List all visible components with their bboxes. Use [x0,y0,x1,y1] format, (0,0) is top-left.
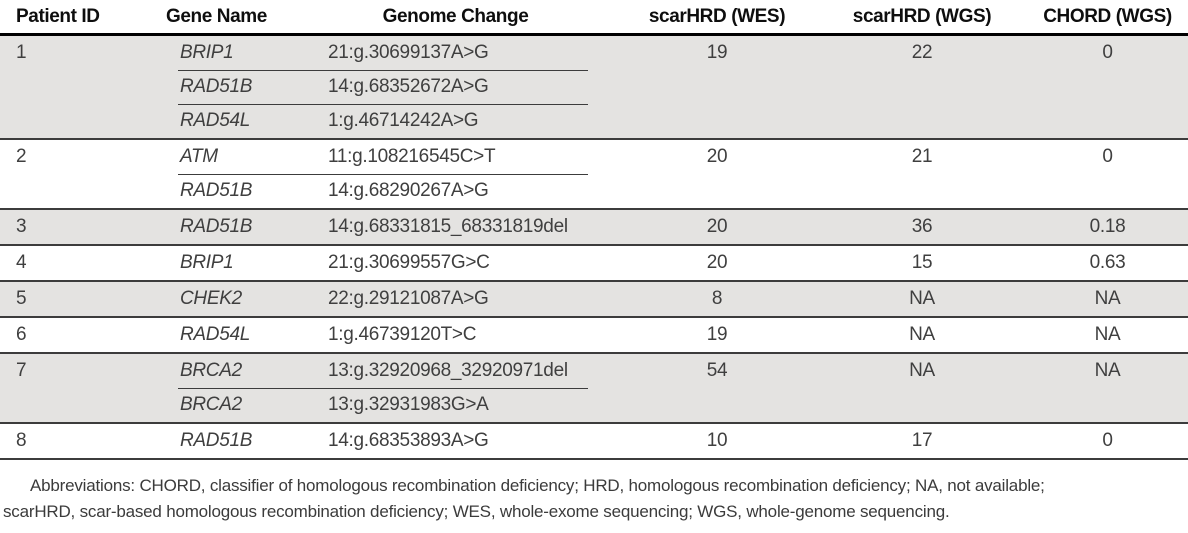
gene-name-cell: RAD51B [180,216,253,237]
footnote-line: Abbreviations: CHORD, classifier of homo… [30,476,1045,495]
genome-change-cell: 1:g.46739120T>C [328,324,477,345]
scarhrd-wgs-cell: NA [909,360,935,381]
table-row: 5 CHEK2 22:g.29121087A>G 8 NA NA [0,282,1188,316]
table-row: 3 RAD51B 14:g.68331815_68331819del 20 36… [0,210,1188,244]
scarhrd-wes-cell: 8 [711,288,723,309]
patient-id-cell: 6 [16,324,27,345]
gene-name-cell: BRCA2 [180,394,242,415]
gene-name-cell: ATM [180,146,218,167]
genome-change-cell: 14:g.68353893A>G [328,430,489,451]
genome-change-cell: 11:g.108216545C>T [328,146,496,167]
scarhrd-wgs-cell: 17 [911,430,933,451]
genome-change-cell: 13:g.32931983G>A [328,394,489,415]
column-header-patient-id: Patient ID [16,5,100,27]
chord-wgs-cell: NA [1094,288,1121,309]
genome-change-cell: 14:g.68331815_68331819del [328,216,568,237]
genome-change-cell: 14:g.68290267A>G [328,180,489,201]
scarhrd-wgs-cell: NA [909,324,935,345]
scarhrd-wes-cell: 20 [706,216,728,237]
patient-id-cell: 4 [16,252,27,273]
chord-wgs-cell: 0 [1102,42,1113,63]
scarhrd-wes-cell: 20 [706,146,728,167]
table-header-row: Patient ID Gene Name Genome Change scarH… [0,0,1188,36]
patient-id-cell: 2 [16,146,27,167]
gene-name-cell: RAD51B [180,180,253,201]
gene-name-cell: BRIP1 [180,42,234,63]
gene-name-cell: RAD51B [180,430,253,451]
patient-id-cell: 5 [16,288,27,309]
patient-group-8: 8 RAD51B 14:g.68353893A>G 10 17 0 [0,422,1188,458]
scarhrd-wes-cell: 19 [706,324,728,345]
chord-wgs-cell: 0 [1102,146,1113,167]
patient-group-5: 5 CHEK2 22:g.29121087A>G 8 NA NA [0,280,1188,316]
gene-name-cell: RAD54L [180,110,251,131]
table-row: 6 RAD54L 1:g.46739120T>C 19 NA NA [0,318,1188,352]
chord-wgs-cell: NA [1094,360,1121,381]
abbreviations-footnote: Abbreviations: CHORD, classifier of homo… [0,473,1188,525]
patient-group-6: 6 RAD54L 1:g.46739120T>C 19 NA NA [0,316,1188,352]
table-row: 8 RAD51B 14:g.68353893A>G 10 17 0 [0,424,1188,458]
table-row: 7 BRCA2 13:g.32920968_32920971del 54 NA … [0,354,1188,388]
chord-wgs-cell: NA [1094,324,1121,345]
patient-group-3: 3 RAD51B 14:g.68331815_68331819del 20 36… [0,208,1188,244]
chord-wgs-cell: 0.63 [1089,252,1126,273]
table-row: 2 ATM 11:g.108216545C>T 20 21 0 [0,140,1188,174]
gene-name-cell: BRIP1 [180,252,234,273]
genome-change-cell: 14:g.68352672A>G [328,76,489,97]
scarhrd-wgs-cell: 22 [911,42,933,63]
chord-wgs-cell: 0 [1102,430,1113,451]
gene-name-cell: RAD51B [180,76,253,97]
column-header-scarhrd-wes: scarHRD (WES) [648,5,786,27]
patient-group-2: 2 ATM 11:g.108216545C>T 20 21 0 RAD51B 1… [0,138,1188,208]
scarhrd-wes-cell: 20 [706,252,728,273]
genome-change-cell: 22:g.29121087A>G [328,288,489,309]
column-header-chord-wgs: CHORD (WGS) [1043,5,1172,27]
patient-id-cell: 1 [16,42,27,63]
scarhrd-wgs-cell: 15 [911,252,933,273]
gene-name-cell: BRCA2 [180,360,242,381]
scarhrd-wes-cell: 19 [706,42,728,63]
genome-change-cell: 21:g.30699557G>C [328,252,490,273]
gene-name-cell: RAD54L [180,324,251,345]
table-row: RAD54L 1:g.46714242A>G [0,104,1188,138]
scarhrd-wes-cell: 54 [706,360,728,381]
genome-change-cell: 21:g.30699137A>G [328,42,489,63]
hrd-results-table: Patient ID Gene Name Genome Change scarH… [0,0,1188,460]
scarhrd-wgs-cell: 36 [911,216,933,237]
patient-group-4: 4 BRIP1 21:g.30699557G>C 20 15 0.63 [0,244,1188,280]
column-header-genome-change: Genome Change [382,5,529,27]
table-row: 1 BRIP1 21:g.30699137A>G 19 22 0 [0,36,1188,70]
table-row: RAD51B 14:g.68352672A>G [0,70,1188,104]
genome-change-cell: 1:g.46714242A>G [328,110,479,131]
column-header-gene-name: Gene Name [166,5,267,27]
patient-id-cell: 3 [16,216,27,237]
table-row: 4 BRIP1 21:g.30699557G>C 20 15 0.63 [0,246,1188,280]
chord-wgs-cell: 0.18 [1089,216,1126,237]
patient-group-7: 7 BRCA2 13:g.32920968_32920971del 54 NA … [0,352,1188,422]
genome-change-cell: 13:g.32920968_32920971del [328,360,568,381]
table-row: BRCA2 13:g.32931983G>A [0,388,1188,422]
patient-id-cell: 7 [16,360,27,381]
scarhrd-wes-cell: 10 [706,430,728,451]
patient-group-1: 1 BRIP1 21:g.30699137A>G 19 22 0 RAD51B … [0,36,1188,138]
gene-name-cell: CHEK2 [180,288,242,309]
scarhrd-wgs-cell: NA [909,288,935,309]
column-header-scarhrd-wgs: scarHRD (WGS) [852,5,992,27]
scarhrd-wgs-cell: 21 [911,146,933,167]
patient-id-cell: 8 [16,430,27,451]
table-body: 1 BRIP1 21:g.30699137A>G 19 22 0 RAD51B … [0,36,1188,460]
table-row: RAD51B 14:g.68290267A>G [0,174,1188,208]
footnote-line: scarHRD, scar-based homologous recombina… [3,502,950,521]
